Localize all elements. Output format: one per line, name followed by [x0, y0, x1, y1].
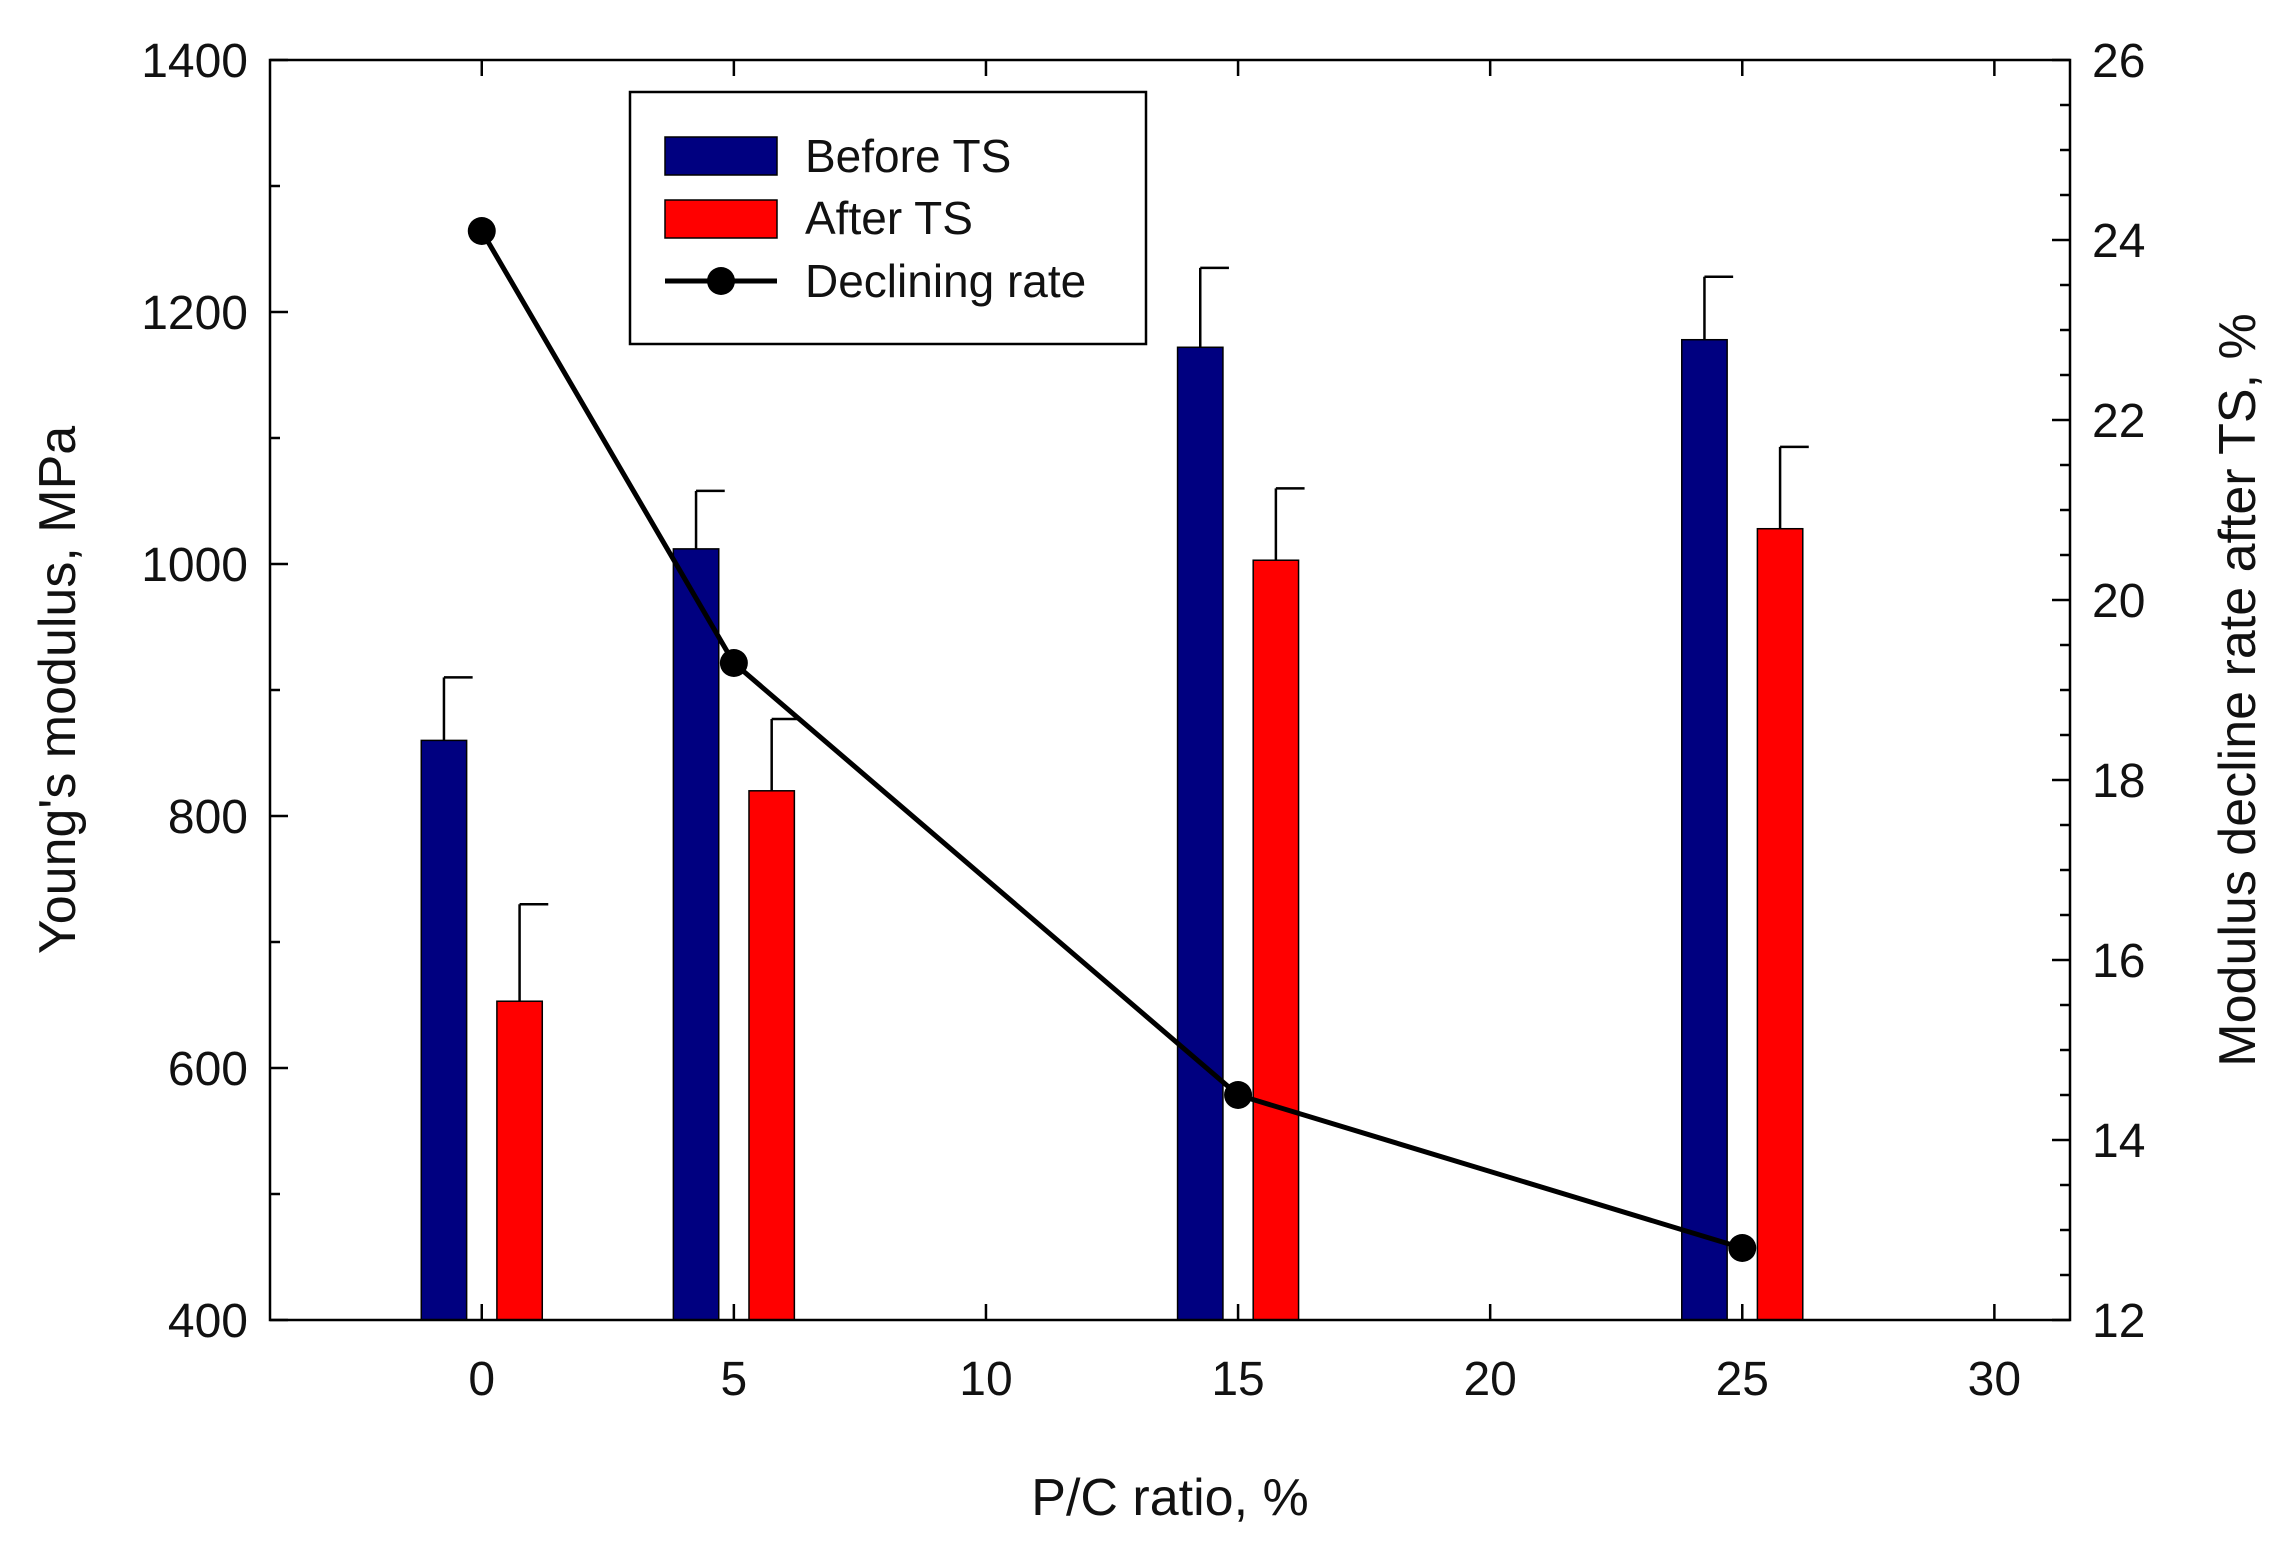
x-tick-label: 15 [1211, 1353, 1264, 1406]
y-axis-left-title: Young's modulus, MPa [29, 426, 87, 954]
x-tick-label: 20 [1463, 1353, 1516, 1406]
y-axis-right: 12 14 16 18 20 22 24 26 [2052, 35, 2145, 1348]
y2-tick-label: 18 [2092, 755, 2145, 808]
line-declining-rate [479, 229, 1743, 1251]
point-declining-rate [1728, 1234, 1757, 1262]
y2-tick-label: 12 [2092, 1295, 2145, 1348]
legend-label-declining-rate: Declining rate [805, 255, 1086, 307]
legend: Before TS After TS Declining rate [628, 90, 1148, 346]
x-tick-label: 25 [1716, 1353, 1769, 1406]
legend-swatch-declining-marker [707, 267, 735, 295]
bar-before-ts [1681, 338, 1728, 1321]
x-tick-label: 0 [468, 1353, 495, 1406]
y-tick-label: 1400 [141, 35, 248, 88]
point-declining-rate [467, 217, 496, 245]
y-tick-label: 1200 [141, 287, 248, 340]
y2-tick-label: 20 [2092, 575, 2145, 628]
y-axis-left: 400 600 800 1000 1200 1400 [141, 35, 288, 1348]
y2-tick-label: 26 [2092, 35, 2145, 88]
bar-after-ts [748, 790, 796, 1321]
legend-swatch-after-ts [664, 199, 778, 239]
legend-label-before-ts: Before TS [805, 130, 1011, 182]
y-tick-label: 400 [168, 1295, 248, 1348]
bar-after-ts [1756, 527, 1804, 1321]
y-tick-label: 800 [168, 791, 248, 844]
x-tick-label: 5 [721, 1353, 748, 1406]
bar-after-ts [496, 1000, 544, 1321]
point-declining-rate [719, 649, 748, 677]
x-tick-label: 10 [959, 1353, 1012, 1406]
y2-tick-label: 14 [2092, 1115, 2145, 1168]
legend-label-after-ts: After TS [805, 192, 973, 244]
point-declining-rate [1224, 1081, 1253, 1109]
y2-tick-label: 22 [2092, 395, 2145, 448]
bar-before-ts [672, 548, 720, 1321]
y2-tick-label: 16 [2092, 935, 2145, 988]
y2-tick-label: 24 [2092, 215, 2145, 268]
y-axis-right-title: Modulus decline rate after TS, % [2209, 313, 2267, 1066]
x-axis: 0 5 10 15 20 25 30 [468, 60, 2021, 1406]
legend-swatch-before-ts [664, 136, 778, 176]
bar-after-ts [1252, 559, 1300, 1321]
line-layer [467, 217, 1757, 1262]
bars-layer [420, 266, 1809, 1321]
x-axis-title: P/C ratio, % [1031, 1469, 1308, 1527]
x-tick-label: 30 [1968, 1353, 2021, 1406]
y-tick-label: 1000 [141, 539, 248, 592]
bar-before-ts [420, 739, 468, 1321]
bar-before-ts [1176, 346, 1224, 1321]
y-tick-label: 600 [168, 1043, 248, 1096]
